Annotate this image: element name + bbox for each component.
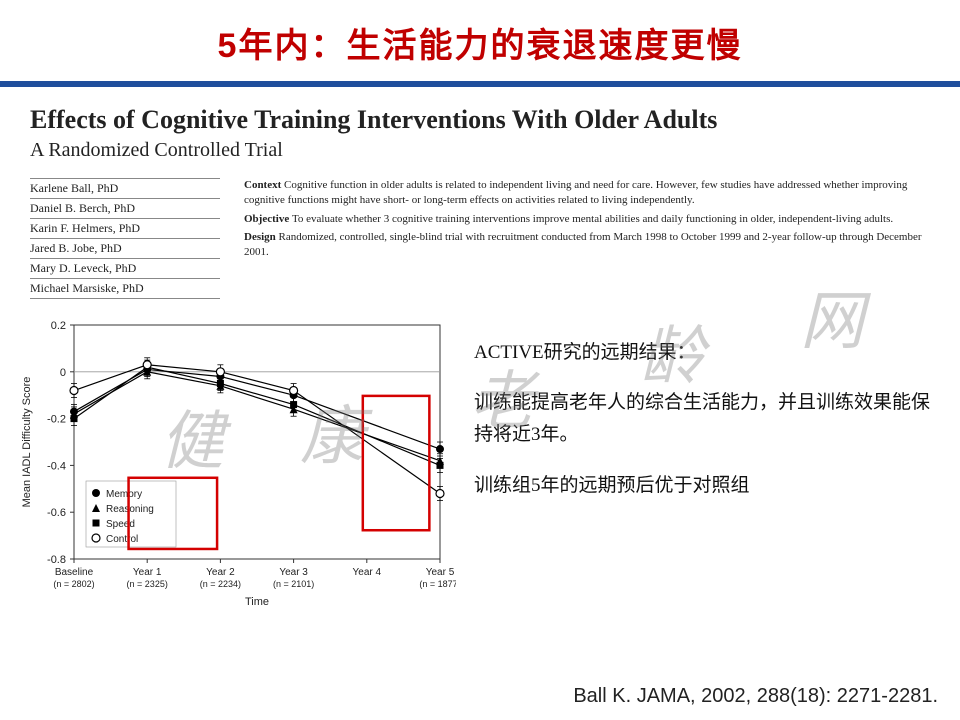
svg-text:Time: Time: [245, 596, 269, 608]
paper-subtitle: A Randomized Controlled Trial: [30, 139, 930, 162]
svg-text:Reasoning: Reasoning: [106, 504, 154, 515]
svg-text:-0.8: -0.8: [47, 554, 66, 566]
svg-text:Mean IADL Difficulty Score: Mean IADL Difficulty Score: [21, 376, 33, 507]
paper-abstract: Context Cognitive function in older adul…: [244, 178, 930, 299]
svg-text:Year 3: Year 3: [279, 567, 308, 578]
summary-p2: 训练能提高老年人的综合生活能力，并且训练效果能保持将近3年。: [474, 387, 944, 452]
svg-text:Control: Control: [106, 534, 138, 545]
svg-text:Year 1: Year 1: [133, 567, 162, 578]
design-label: Design: [244, 231, 276, 243]
svg-text:Year 2: Year 2: [206, 567, 235, 578]
slide-title: 5年内：生活能力的衰退速度更慢: [0, 0, 960, 67]
author: Daniel B. Berch, PhD: [30, 198, 220, 218]
summary-text: ACTIVE研究的远期结果： 训练能提高老年人的综合生活能力，并且训练效果能保持…: [474, 311, 944, 611]
citation: Ball K. JAMA, 2002, 288(18): 2271-2281.: [573, 685, 938, 708]
author: Karin F. Helmers, PhD: [30, 218, 220, 238]
paper-meta: Karlene Ball, PhDDaniel B. Berch, PhDKar…: [0, 168, 960, 299]
author: Karlene Ball, PhD: [30, 178, 220, 198]
svg-text:Speed: Speed: [106, 519, 135, 530]
svg-text:Baseline: Baseline: [55, 567, 94, 578]
svg-text:0: 0: [60, 367, 66, 379]
svg-text:-0.6: -0.6: [47, 507, 66, 519]
author: Mary D. Leveck, PhD: [30, 258, 220, 278]
svg-text:(n = 2234): (n = 2234): [200, 579, 241, 589]
design-text: Randomized, controlled, single-blind tri…: [244, 231, 922, 258]
context-label: Context: [244, 179, 281, 191]
chart-svg: 0.2 0 -0.2 -0.4 -0.6 -0.8Baseline(n = 2802) Ye…: [16, 311, 456, 611]
summary-p3: 训练组5年的远期预后优于对照组: [474, 470, 944, 502]
iadl-chart: 0.2 0 -0.2 -0.4 -0.6 -0.8Baseline(n = 2802) Ye…: [16, 311, 456, 611]
summary-p1: ACTIVE研究的远期结果：: [474, 337, 944, 369]
svg-text:-0.2: -0.2: [47, 413, 66, 425]
paper-header: Effects of Cognitive Training Interventi…: [0, 87, 960, 168]
svg-text:(n = 2802): (n = 2802): [53, 579, 94, 589]
context-text: Cognitive function in older adults is re…: [244, 179, 907, 206]
svg-text:-0.4: -0.4: [47, 460, 66, 472]
author: Michael Marsiske, PhD: [30, 278, 220, 299]
objective-text: To evaluate whether 3 cognitive training…: [292, 213, 893, 225]
paper-title: Effects of Cognitive Training Interventi…: [30, 105, 930, 135]
author-list: Karlene Ball, PhDDaniel B. Berch, PhDKar…: [30, 178, 220, 299]
svg-text:Year 5: Year 5: [426, 567, 455, 578]
svg-text:(n = 1877): (n = 1877): [419, 579, 456, 589]
svg-text:(n = 2101): (n = 2101): [273, 579, 314, 589]
objective-label: Objective: [244, 213, 289, 225]
svg-text:(n = 2325): (n = 2325): [127, 579, 168, 589]
svg-text:Memory: Memory: [106, 489, 142, 500]
author: Jared B. Jobe, PhD: [30, 238, 220, 258]
svg-text:0.2: 0.2: [51, 320, 66, 332]
svg-text:Year 4: Year 4: [353, 567, 382, 578]
lower-region: 0.2 0 -0.2 -0.4 -0.6 -0.8Baseline(n = 2802) Ye…: [0, 299, 960, 611]
